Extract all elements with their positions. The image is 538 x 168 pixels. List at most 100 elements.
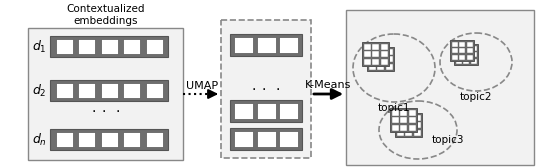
Text: UMAP: UMAP: [186, 81, 218, 91]
Bar: [380, 44, 387, 50]
Bar: [364, 51, 371, 57]
Bar: [459, 54, 465, 59]
Bar: [233, 37, 253, 53]
Bar: [414, 130, 421, 136]
Bar: [400, 124, 407, 131]
Bar: [377, 64, 384, 70]
Bar: [400, 110, 407, 116]
Bar: [369, 64, 376, 70]
Bar: [257, 103, 275, 119]
Bar: [466, 41, 472, 47]
Bar: [456, 58, 462, 64]
Text: $\cdot\;\cdot\;\cdot$: $\cdot\;\cdot\;\cdot$: [91, 103, 120, 117]
Bar: [145, 132, 162, 147]
Bar: [400, 117, 407, 123]
Bar: [454, 44, 478, 65]
Bar: [451, 41, 457, 47]
Bar: [145, 39, 162, 54]
Bar: [101, 132, 117, 147]
Bar: [466, 48, 472, 53]
Bar: [414, 122, 421, 128]
Bar: [123, 39, 140, 54]
Bar: [364, 44, 371, 50]
Bar: [451, 48, 457, 53]
Bar: [257, 37, 275, 53]
Bar: [390, 108, 417, 132]
FancyBboxPatch shape: [221, 20, 311, 158]
Bar: [367, 47, 394, 71]
Bar: [459, 41, 465, 47]
Text: topic1: topic1: [378, 103, 410, 113]
Bar: [50, 80, 168, 101]
Bar: [408, 124, 415, 131]
Bar: [55, 39, 73, 54]
Bar: [471, 58, 477, 64]
Bar: [405, 115, 412, 120]
Bar: [279, 103, 298, 119]
Text: K-Means: K-Means: [305, 80, 352, 90]
Bar: [386, 49, 393, 54]
Bar: [369, 49, 376, 54]
Bar: [230, 128, 302, 150]
Bar: [392, 117, 399, 123]
Bar: [233, 103, 253, 119]
Bar: [123, 83, 140, 98]
Bar: [364, 58, 371, 65]
Bar: [257, 131, 275, 147]
Bar: [463, 46, 469, 51]
Bar: [471, 46, 477, 51]
Bar: [392, 110, 399, 116]
Bar: [451, 54, 457, 59]
Bar: [380, 51, 387, 57]
Bar: [471, 52, 477, 57]
Bar: [369, 56, 376, 62]
Bar: [362, 42, 389, 66]
Bar: [346, 10, 534, 165]
Bar: [377, 49, 384, 54]
Bar: [372, 44, 379, 50]
Bar: [380, 58, 387, 65]
Bar: [123, 132, 140, 147]
Bar: [28, 28, 183, 160]
Text: Contextualized
embeddings: Contextualized embeddings: [66, 4, 145, 26]
Bar: [78, 83, 95, 98]
Bar: [279, 131, 298, 147]
Bar: [55, 83, 73, 98]
Bar: [50, 129, 168, 150]
Bar: [408, 117, 415, 123]
Bar: [397, 115, 404, 120]
Text: $d_2$: $d_2$: [32, 82, 46, 99]
Bar: [145, 83, 162, 98]
Bar: [230, 100, 302, 122]
Bar: [50, 36, 168, 57]
Bar: [78, 132, 95, 147]
Bar: [279, 37, 298, 53]
Text: $d_n$: $d_n$: [32, 131, 46, 148]
Bar: [386, 64, 393, 70]
Bar: [405, 130, 412, 136]
Bar: [372, 58, 379, 65]
Bar: [392, 124, 399, 131]
Bar: [463, 52, 469, 57]
Bar: [456, 52, 462, 57]
Text: topic3: topic3: [432, 135, 464, 145]
Bar: [405, 122, 412, 128]
Text: $d_1$: $d_1$: [32, 38, 46, 55]
Bar: [78, 39, 95, 54]
Bar: [395, 113, 422, 137]
Bar: [230, 34, 302, 56]
Text: $\cdot\;\cdot\;\cdot$: $\cdot\;\cdot\;\cdot$: [251, 81, 281, 95]
Bar: [414, 115, 421, 120]
Text: topic2: topic2: [460, 92, 492, 102]
Bar: [456, 46, 462, 51]
Bar: [459, 48, 465, 53]
Bar: [397, 130, 404, 136]
Bar: [386, 56, 393, 62]
Bar: [463, 58, 469, 64]
Bar: [372, 51, 379, 57]
Bar: [450, 40, 474, 61]
Bar: [233, 131, 253, 147]
Bar: [55, 132, 73, 147]
Bar: [466, 54, 472, 59]
Bar: [101, 39, 117, 54]
